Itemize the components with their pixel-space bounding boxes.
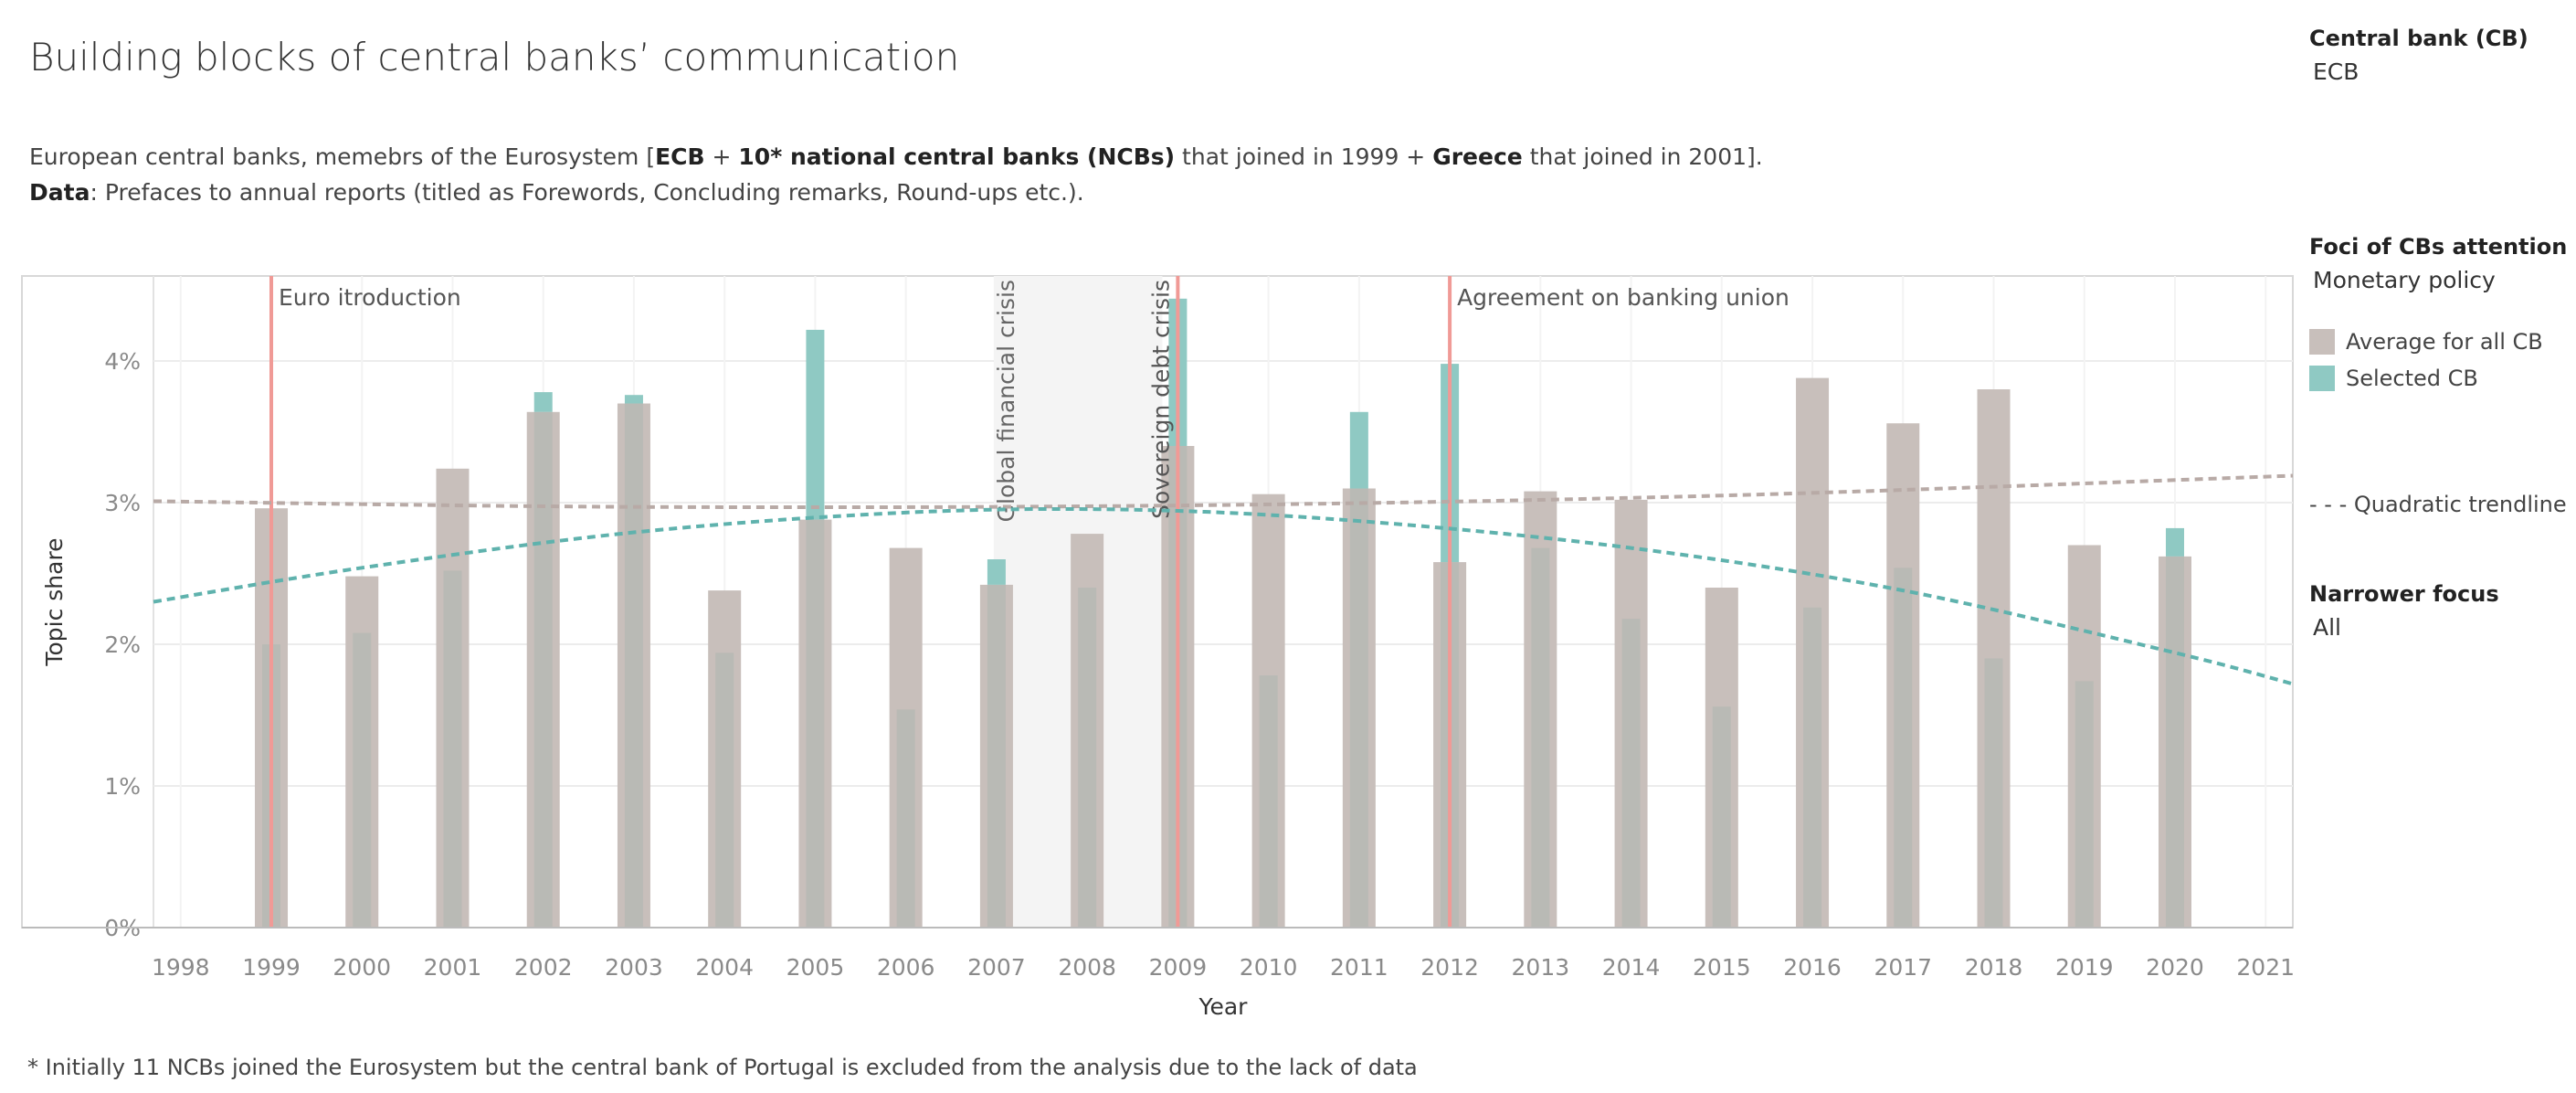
subtitle-run: + [704, 143, 739, 170]
average-swatch [2309, 329, 2335, 355]
bar-selected-overlap [1078, 588, 1097, 928]
cb-filter-value[interactable]: ECB [2313, 58, 2360, 85]
legend-trendline: - - - Quadratic trendline [2309, 492, 2567, 517]
x-tick-label: 2020 [2146, 954, 2204, 981]
bar-selected-overlap [1259, 675, 1278, 928]
bar-selected-overlap [624, 403, 643, 928]
x-tick-label: 2003 [605, 954, 663, 981]
cb-filter[interactable]: Central bank (CB) ECB [2309, 26, 2576, 85]
bar-selected [1349, 411, 1368, 489]
x-tick-label: 2021 [2236, 954, 2295, 981]
narrower-filter-value[interactable]: All [2313, 614, 2341, 641]
y-tick-label: 2% [104, 631, 141, 658]
bar-selected-overlap [1894, 568, 1913, 928]
bar-selected-overlap [1803, 607, 1822, 928]
bar-selected-overlap [896, 709, 915, 928]
x-tick-label: 2014 [1602, 954, 1661, 981]
narrower-filter-label: Narrower focus [2309, 581, 2499, 607]
trendline-selected [153, 506, 2294, 686]
x-tick-label: 2011 [1330, 954, 1388, 981]
event-label: Euro itroduction [279, 284, 461, 311]
cb-filter-label: Central bank (CB) [2309, 26, 2528, 51]
subtitle-run: that joined in 1999 + [1175, 143, 1433, 170]
legend: Average for all CB Selected CB [2309, 318, 2576, 391]
x-tick-label: 2005 [787, 954, 845, 981]
subtitle-run: European central banks, memebrs of the E… [29, 143, 656, 170]
subtitle-run: Greece [1432, 143, 1523, 170]
bar-selected-overlap [1621, 619, 1641, 928]
selected-swatch [2309, 366, 2335, 391]
x-tick-label: 2015 [1693, 954, 1751, 981]
legend-item-average[interactable]: Average for all CB [2309, 329, 2576, 355]
x-tick-label: 2006 [877, 954, 935, 981]
x-tick-label: 2002 [514, 954, 573, 981]
x-tick-label: 2017 [1874, 954, 1932, 981]
bar-selected-overlap [987, 584, 1006, 928]
event-label: Sovereign debt crisis [1147, 280, 1174, 519]
legend-average-label: Average for all CB [2346, 329, 2543, 355]
bar-selected-overlap [715, 653, 734, 928]
subtitle-run: that joined in 2001]. [1522, 143, 1763, 170]
x-tick-label: 2013 [1512, 954, 1570, 981]
bar-selected-overlap [1712, 706, 1731, 928]
bar-layer [255, 298, 2191, 929]
x-tick-label: 1999 [242, 954, 301, 981]
legend-selected-label: Selected CB [2346, 366, 2478, 391]
bar-selected-overlap [533, 411, 553, 928]
footnote: * Initially 11 NCBs joined the Eurosyste… [27, 1055, 1418, 1080]
page-title: Building blocks of central banks’ commun… [29, 35, 960, 80]
x-tick-label: 2000 [333, 954, 391, 981]
crisis-band-label: Global financial crisis [993, 280, 1019, 522]
bar-selected [2165, 527, 2184, 557]
narrower-filter[interactable]: Narrower focus All [2309, 581, 2576, 641]
x-tick-label: 2007 [967, 954, 1026, 981]
subtitle-line-2: Data: Prefaces to annual reports (titled… [29, 175, 1811, 210]
bar-selected-overlap [443, 570, 462, 928]
bar-selected [806, 329, 825, 520]
bar-selected-overlap [1349, 488, 1368, 928]
x-tick-label: 2001 [424, 954, 482, 981]
bar-selected-overlap [806, 519, 825, 928]
foci-filter-label: Foci of CBs attention [2309, 234, 2568, 260]
trendline-average [153, 473, 2294, 510]
y-tick-label: 4% [104, 348, 141, 375]
subtitle-run: ECB [655, 143, 705, 170]
bar-selected [624, 395, 643, 404]
bar-selected [533, 392, 553, 412]
y-tick-label: 1% [104, 773, 141, 800]
bar-selected-overlap [1531, 547, 1550, 928]
y-axis-title: Topic share [41, 537, 68, 666]
x-tick-label: 2016 [1783, 954, 1842, 981]
foci-filter[interactable]: Foci of CBs attention Monetary policy [2309, 234, 2576, 293]
subtitle-line-1: European central banks, memebrs of the E… [29, 139, 1811, 175]
event-label: Agreement on banking union [1457, 284, 1789, 311]
x-tick-label: 2008 [1058, 954, 1116, 981]
event-layer: Euro itroduction Sovereign debt crisis Agr… [269, 276, 1789, 928]
x-tick-label: 2012 [1420, 954, 1479, 981]
x-tick-label: 2009 [1149, 954, 1208, 981]
y-tick-label: 3% [104, 490, 141, 516]
x-tick-label: 1998 [152, 954, 210, 981]
bar-selected-overlap [2165, 556, 2184, 928]
bar-selected-overlap [1984, 658, 2003, 928]
bar-selected-overlap [353, 632, 372, 928]
subtitle: European central banks, memebrs of the E… [29, 139, 1811, 210]
subtitle-run: Data [29, 179, 90, 206]
bar-chart: Global financial crisis Euro itroduction… [21, 275, 2295, 1020]
subtitle-run: : Prefaces to annual reports (titled as … [90, 179, 1084, 206]
foci-filter-value[interactable]: Monetary policy [2313, 267, 2496, 293]
axis-layer: 0%1%2%3%4%1998 1999 2000 2001 2002 2003 2004 20… [22, 348, 2295, 1020]
x-tick-label: 2010 [1240, 954, 1298, 981]
x-tick-label: 2018 [1965, 954, 2023, 981]
x-tick-label: 2019 [2055, 954, 2114, 981]
bar-selected-overlap [2075, 681, 2094, 928]
legend-item-selected[interactable]: Selected CB [2309, 366, 2576, 391]
subtitle-run: 10* national central banks (NCBs) [738, 143, 1176, 170]
trend-layer [153, 473, 2294, 686]
bar-selected [987, 559, 1006, 585]
x-tick-label: 2004 [695, 954, 754, 981]
x-axis-title: Year [1198, 993, 1249, 1020]
